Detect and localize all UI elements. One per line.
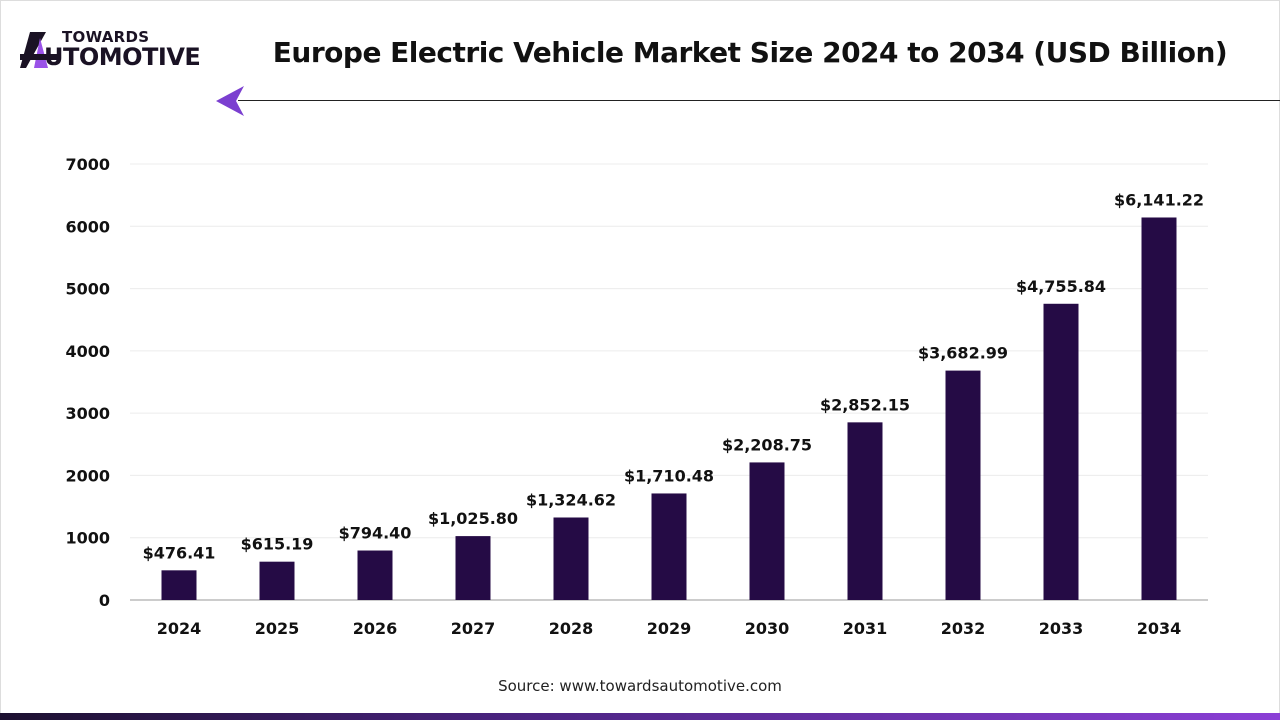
x-tick-label: 2026 xyxy=(353,619,398,638)
y-tick-label: 5000 xyxy=(65,280,110,299)
data-label: $794.40 xyxy=(339,524,412,543)
x-tick-label: 2033 xyxy=(1039,619,1084,638)
data-label: $1,710.48 xyxy=(624,466,714,485)
data-label: $2,852.15 xyxy=(820,395,910,414)
bar-2028 xyxy=(553,517,589,600)
y-tick-label: 7000 xyxy=(65,155,110,174)
x-tick-label: 2034 xyxy=(1137,619,1182,638)
logo-mark-icon xyxy=(20,32,60,68)
bar-2032 xyxy=(945,370,981,600)
x-tick-label: 2024 xyxy=(157,619,202,638)
data-label: $2,208.75 xyxy=(722,435,812,454)
x-tick-label: 2027 xyxy=(451,619,496,638)
bar-2029 xyxy=(651,493,687,600)
logo-text-top: TOWARDS xyxy=(62,28,150,46)
y-tick-label: 6000 xyxy=(65,217,110,236)
x-tick-label: 2025 xyxy=(255,619,300,638)
bar-2030 xyxy=(749,462,785,600)
y-tick-label: 3000 xyxy=(65,404,110,423)
x-tick-label: 2029 xyxy=(647,619,692,638)
data-label: $615.19 xyxy=(241,535,314,554)
x-tick-label: 2030 xyxy=(745,619,790,638)
source-text: Source: www.towardsautomotive.com xyxy=(498,677,782,695)
bar-2034 xyxy=(1141,217,1177,600)
y-tick-label: 4000 xyxy=(65,342,110,361)
bar-2031 xyxy=(847,422,883,600)
logo-text-bottom: UTOMOTIVE xyxy=(44,43,201,71)
x-tick-label: 2032 xyxy=(941,619,986,638)
data-label: $6,141.22 xyxy=(1114,190,1204,209)
bar-2025 xyxy=(259,561,295,600)
bar-2026 xyxy=(357,550,393,600)
chart-title: Europe Electric Vehicle Market Size 2024… xyxy=(272,36,1228,69)
bar-2027 xyxy=(455,536,491,600)
data-label: $3,682.99 xyxy=(918,344,1008,363)
y-tick-label: 2000 xyxy=(65,466,110,485)
data-label: $1,324.62 xyxy=(526,490,616,509)
data-label: $476.41 xyxy=(143,543,216,562)
title-divider xyxy=(238,100,1280,101)
y-tick-label: 1000 xyxy=(65,529,110,548)
x-tick-label: 2031 xyxy=(843,619,888,638)
x-tick-label: 2028 xyxy=(549,619,594,638)
data-label: $1,025.80 xyxy=(428,509,518,528)
bottom-accent-bar xyxy=(0,713,1280,720)
y-tick-label: 0 xyxy=(99,591,110,610)
arrow-left-icon xyxy=(216,86,244,116)
data-label: $4,755.84 xyxy=(1016,277,1106,296)
bar-2024 xyxy=(161,570,197,600)
bar-2033 xyxy=(1043,303,1079,600)
